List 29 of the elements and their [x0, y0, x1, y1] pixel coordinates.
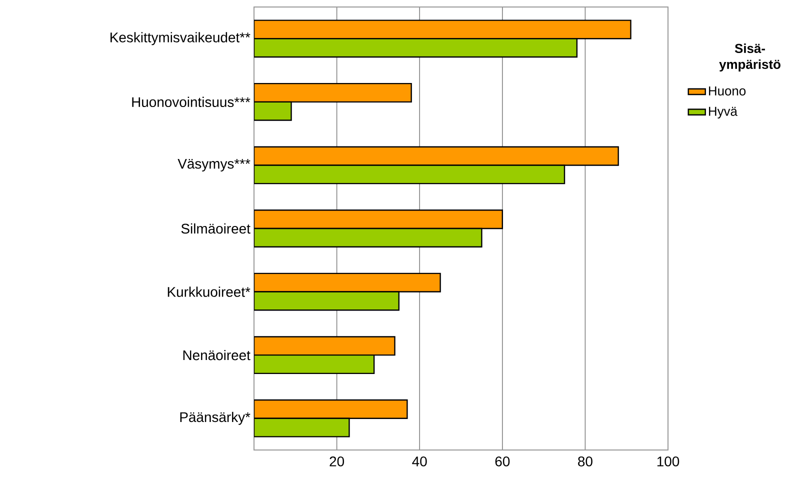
bar: [254, 82, 412, 103]
y-tick-label: Kurkkuoireet*: [168, 286, 250, 297]
bar: [254, 291, 400, 311]
bar: [254, 210, 504, 230]
bar: [254, 354, 375, 374]
bar: [254, 164, 566, 184]
x-tick-label: 40: [412, 456, 427, 466]
y-tick-label: Väsymys***: [178, 158, 250, 172]
y-tick-label: Nenäoireet: [183, 350, 250, 360]
y-tick-label: Silmäoireet: [181, 223, 250, 234]
bar: [254, 146, 619, 166]
x-tick-label: 20: [330, 456, 344, 466]
bar: [254, 336, 396, 356]
bar: [254, 228, 482, 248]
bar: [254, 272, 441, 292]
x-tick-label: 60: [495, 456, 510, 466]
legend-label: Hyvä: [709, 106, 738, 118]
legend-label: Huono: [709, 86, 746, 96]
bar: [254, 399, 408, 419]
legend-title: Sisä-ympäristö: [719, 44, 780, 72]
bar: [254, 101, 292, 121]
bar: [254, 20, 632, 40]
y-tick-label: Keskittymisvaikeudet**: [110, 32, 250, 46]
y-tick-label: Huonovointisuus***: [132, 96, 250, 108]
x-tick-label: 100: [657, 456, 680, 466]
bar: [254, 38, 578, 58]
x-tick-label: 80: [578, 456, 592, 466]
y-tick-label: Päänsärky*: [180, 412, 250, 425]
bar: [254, 418, 350, 438]
